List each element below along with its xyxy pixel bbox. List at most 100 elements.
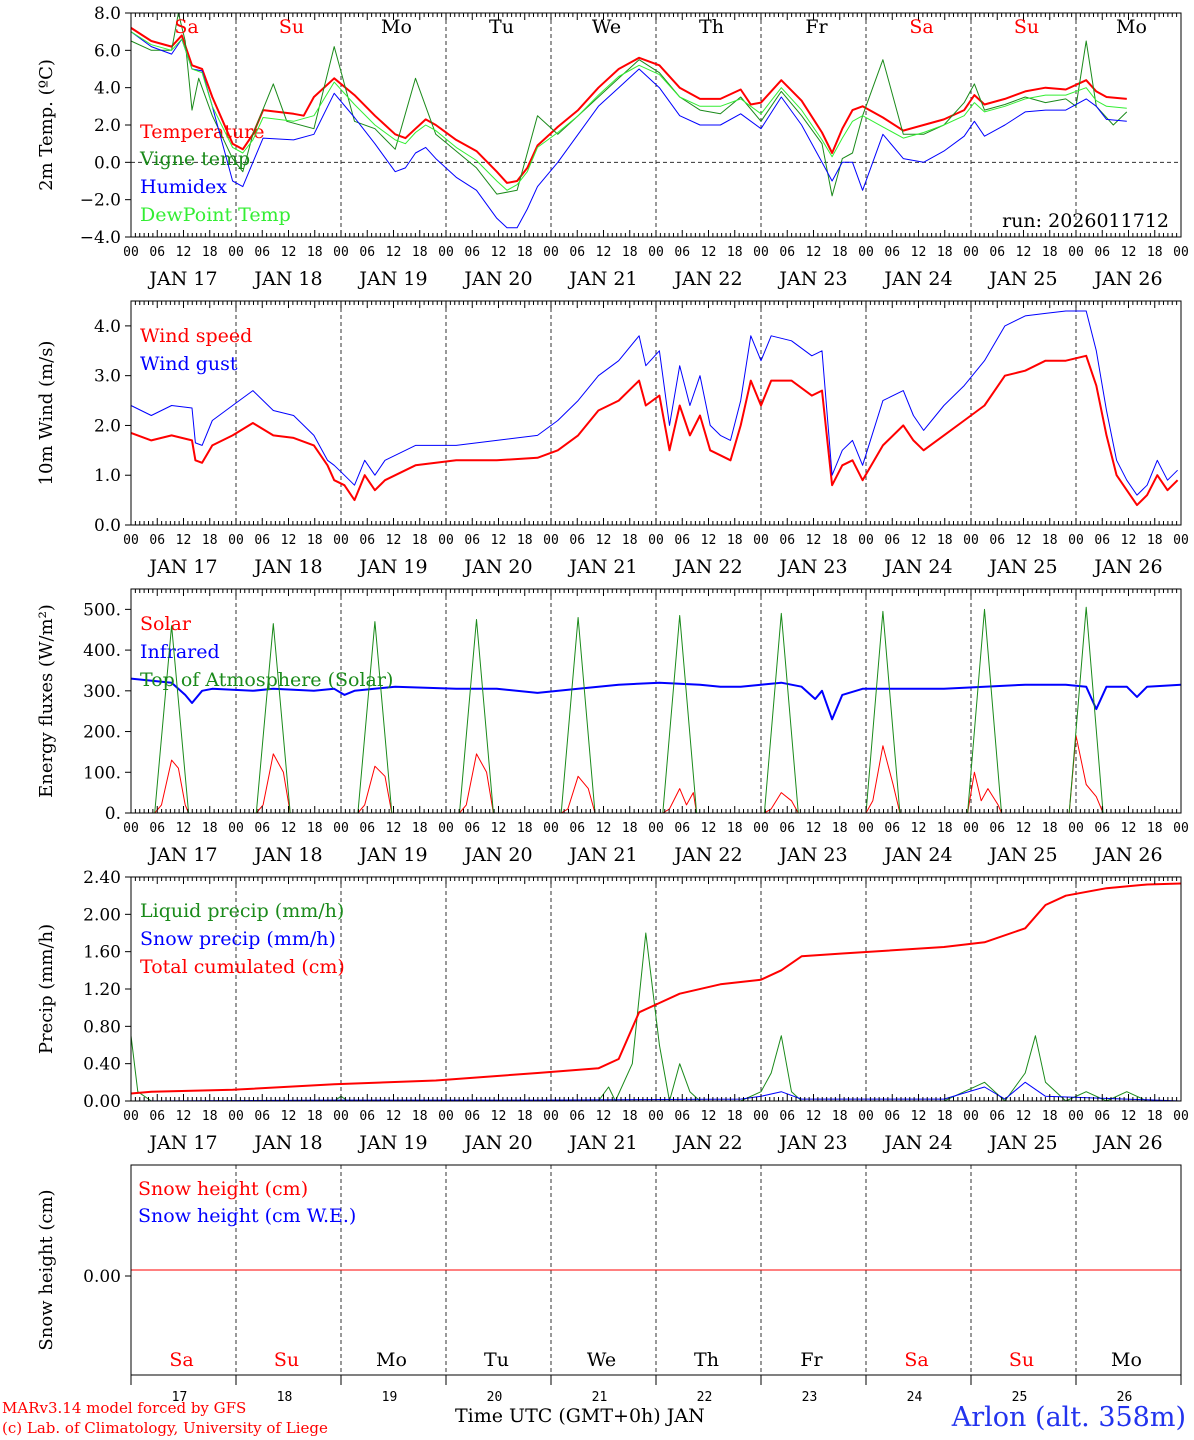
y-tick-label: 2.40	[83, 868, 121, 888]
hour-tick-label: 00	[858, 821, 874, 836]
day-name-bottom: Tu	[484, 1349, 509, 1371]
hour-tick-label: 06	[359, 245, 375, 260]
bottom-date-label: 20	[487, 1390, 503, 1405]
y-tick-label: 1.20	[83, 980, 121, 1000]
y-tick-label: 0.40	[83, 1055, 121, 1075]
day-name-top: Tu	[489, 16, 514, 38]
date-label: JAN 26	[1092, 844, 1162, 866]
hour-tick-label: 06	[884, 821, 900, 836]
model-credit: MARv3.14 model forced by GFS	[2, 1399, 247, 1417]
day-name-top: Mo	[381, 16, 412, 38]
date-label: JAN 22	[672, 268, 742, 290]
date-label: JAN 19	[357, 844, 427, 866]
station-name: Arlon (alt. 358m)	[951, 1402, 1186, 1433]
hour-tick-label: 12	[701, 821, 717, 836]
hour-tick-label: 18	[727, 245, 743, 260]
day-name-top: Sa	[174, 16, 198, 38]
date-label: JAN 21	[567, 556, 637, 578]
hour-tick-label: 06	[1094, 1109, 1110, 1124]
day-name-top: Su	[279, 16, 304, 38]
hour-tick-label: 12	[701, 245, 717, 260]
y-tick-label: 3.0	[94, 367, 121, 387]
bottom-date-label: 19	[382, 1390, 398, 1405]
series-line-dewpoint-temp	[130, 31, 1127, 191]
panel-4: 2.40 2.00 1.60 1.20 0.80 0.40 0.00 Precip (mm/h…	[36, 868, 1189, 1154]
day-name-top: Th	[699, 16, 724, 38]
y-tick-label: 2.00	[83, 905, 121, 925]
hour-tick-label: 18	[1042, 245, 1058, 260]
series-line-infrared	[130, 677, 1182, 721]
legend-entry: Total cumulated (cm)	[140, 956, 345, 978]
hour-tick-label: 06	[254, 245, 270, 260]
hour-tick-label: 18	[1042, 1109, 1058, 1124]
bottom-date-label: 18	[277, 1390, 293, 1405]
hour-tick-label: 00	[963, 245, 979, 260]
hour-tick-label: 06	[884, 245, 900, 260]
hour-tick-label: 00	[123, 533, 139, 548]
day-name-bottom: Fr	[800, 1349, 823, 1371]
hour-tick-label: 06	[149, 821, 165, 836]
hour-tick-label: 12	[176, 533, 192, 548]
date-label: JAN 25	[987, 844, 1057, 866]
y-tick-label: 1.60	[83, 943, 121, 963]
legend-entry: Wind speed	[140, 325, 252, 347]
date-label: JAN 19	[357, 556, 427, 578]
legend-entry: Top of Atmosphere (Solar)	[140, 669, 393, 691]
hour-tick-label: 00	[543, 821, 559, 836]
date-label: JAN 24	[882, 1132, 952, 1154]
series-line-humidex	[130, 31, 1127, 229]
series-line-temperature	[130, 27, 1127, 184]
run-label: run: 2026011712	[1002, 210, 1169, 232]
y-tick-label: 6.0	[94, 41, 121, 61]
date-label: JAN 23	[777, 1132, 847, 1154]
hour-tick-label: 00	[648, 533, 664, 548]
hour-tick-label: 00	[1173, 821, 1189, 836]
y-tick-label: 0.00	[83, 1092, 121, 1112]
day-name-bottom: Sa	[169, 1349, 193, 1371]
hour-tick-label: 00	[333, 245, 349, 260]
hour-tick-label: 12	[281, 821, 297, 836]
hour-tick-label: 12	[596, 1109, 612, 1124]
bottom-date-label: 26	[1117, 1390, 1133, 1405]
hour-tick-label: 06	[674, 821, 690, 836]
hour-tick-label: 00	[963, 1109, 979, 1124]
date-label: JAN 22	[672, 556, 742, 578]
hour-tick-label: 00	[1068, 245, 1084, 260]
hour-tick-label: 18	[1147, 245, 1163, 260]
hour-tick-label: 00	[228, 1109, 244, 1124]
date-label: JAN 26	[1092, 268, 1162, 290]
hour-tick-label: 12	[596, 821, 612, 836]
y-axis-label: Precip (mm/h)	[36, 924, 57, 1054]
hour-tick-label: 18	[832, 245, 848, 260]
hour-tick-label: 18	[622, 821, 638, 836]
hour-tick-label: 00	[858, 1109, 874, 1124]
hour-tick-label: 00	[333, 1109, 349, 1124]
panel-1: 8.0 6.0 4.0 2.0 0.0 −2.0 −4.0 2m Temp. (ºC) Temp…	[36, 4, 1189, 290]
date-label: JAN 17	[147, 556, 217, 578]
y-axis-label: Energy fluxes (W/m²)	[36, 604, 57, 798]
hour-tick-label: 18	[727, 533, 743, 548]
hour-tick-label: 12	[1121, 1109, 1137, 1124]
hour-tick-label: 00	[1068, 821, 1084, 836]
hour-tick-label: 18	[937, 821, 953, 836]
hour-tick-label: 06	[149, 245, 165, 260]
panel-2: 4.0 3.0 2.0 1.0 0.0 10m Wind (m/s) Wind speed W…	[36, 300, 1189, 578]
date-label: JAN 18	[252, 268, 322, 290]
hour-tick-label: 18	[412, 821, 428, 836]
date-label: JAN 19	[357, 1132, 427, 1154]
date-label: JAN 18	[252, 844, 322, 866]
hour-tick-label: 18	[412, 533, 428, 548]
hour-tick-label: 12	[386, 533, 402, 548]
y-tick-label: 0.0	[94, 153, 121, 173]
hour-tick-label: 06	[254, 533, 270, 548]
hour-tick-label: 12	[176, 245, 192, 260]
bottom-date-label: 22	[697, 1390, 713, 1405]
hour-tick-label: 18	[307, 245, 323, 260]
hour-tick-label: 06	[254, 1109, 270, 1124]
hour-tick-label: 06	[884, 1109, 900, 1124]
day-name-bottom: Mo	[1111, 1349, 1142, 1371]
hour-tick-label: 12	[701, 533, 717, 548]
date-label: JAN 25	[987, 1132, 1057, 1154]
hour-tick-label: 12	[911, 821, 927, 836]
legend-entry: Humidex	[140, 176, 227, 198]
